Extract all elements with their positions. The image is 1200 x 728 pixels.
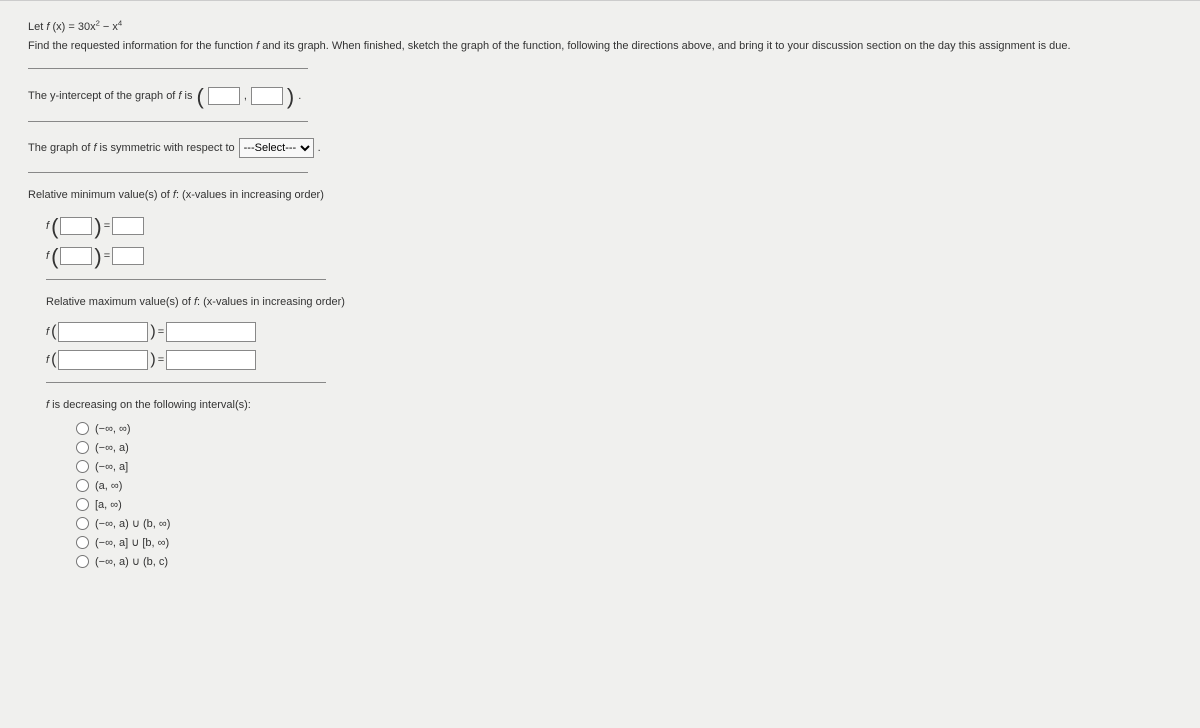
radio-input[interactable] <box>76 460 89 473</box>
text: = <box>104 220 110 232</box>
radio-input[interactable] <box>76 498 89 511</box>
interval-option-4[interactable]: (a, ∞) <box>76 476 1172 495</box>
decreasing-label: f is decreasing on the following interva… <box>46 399 1172 411</box>
radio-input[interactable] <box>76 517 89 530</box>
close-paren: ) <box>150 324 155 340</box>
text: Find the requested information for the f… <box>28 40 256 52</box>
open-paren: ( <box>196 86 203 108</box>
radio-input[interactable] <box>76 422 89 435</box>
text: − x <box>100 21 118 33</box>
text: . <box>298 90 301 102</box>
radio-label: (−∞, a) ∪ (b, c) <box>95 555 168 568</box>
rel-min-section: Relative minimum value(s) of f : (x-value… <box>28 189 1172 267</box>
instructions: Find the requested information for the f… <box>28 39 1172 54</box>
text: f <box>46 220 49 232</box>
radio-label: (−∞, a] ∪ [b, ∞) <box>95 536 169 549</box>
y-intercept-y-input[interactable] <box>251 87 283 105</box>
close-paren: ) <box>94 246 101 268</box>
text: = <box>158 354 164 366</box>
rel-max-inputs: f ( ) = f ( ) = <box>46 322 1172 370</box>
text: Relative minimum value(s) of <box>28 189 173 201</box>
text: is symmetric with respect to <box>97 142 235 154</box>
interval-radio-list: (−∞, ∞) (−∞, a) (−∞, a] (a, ∞) [a, ∞) (−… <box>46 419 1172 571</box>
interval-option-3[interactable]: (−∞, a] <box>76 457 1172 476</box>
relmax-1-x-input[interactable] <box>58 322 148 342</box>
close-paren: ) <box>94 216 101 238</box>
text: . <box>318 142 321 154</box>
interval-option-1[interactable]: (−∞, ∞) <box>76 419 1172 438</box>
text: The y-intercept of the graph of <box>28 90 178 102</box>
text: The graph of <box>28 142 93 154</box>
text: f <box>46 326 49 338</box>
radio-input[interactable] <box>76 555 89 568</box>
interval-option-6[interactable]: (−∞, a) ∪ (b, ∞) <box>76 514 1172 533</box>
text: = <box>104 250 110 262</box>
text: is decreasing on the following interval(… <box>49 399 251 411</box>
function-definition: Let f (x) = 30x2 − x4 <box>28 21 1172 33</box>
radio-input[interactable] <box>76 441 89 454</box>
y-intercept-label: The y-intercept of the graph of f is <box>28 90 192 102</box>
y-intercept-x-input[interactable] <box>208 87 240 105</box>
interval-option-7[interactable]: (−∞, a] ∪ [b, ∞) <box>76 533 1172 552</box>
divider <box>28 121 308 122</box>
relmax-1-val-input[interactable] <box>166 322 256 342</box>
interval-option-5[interactable]: [a, ∞) <box>76 495 1172 514</box>
interval-option-2[interactable]: (−∞, a) <box>76 438 1172 457</box>
y-intercept-row: The y-intercept of the graph of f is ( ,… <box>28 85 1172 107</box>
open-paren: ( <box>51 246 58 268</box>
symmetry-select[interactable]: ---Select--- <box>239 138 314 158</box>
rel-min-label: Relative minimum value(s) of f: (x-value… <box>28 189 1172 201</box>
text: Relative maximum value(s) of <box>46 296 194 308</box>
close-paren: ) <box>287 86 294 108</box>
text: and its graph. When finished, sketch the… <box>259 40 1070 52</box>
radio-label: (a, ∞) <box>95 480 122 492</box>
radio-label: (−∞, ∞) <box>95 423 131 435</box>
rel-max-2: f ( ) = <box>46 350 1172 370</box>
text: : (x-values in increasing order) <box>197 296 345 308</box>
text: = <box>158 326 164 338</box>
problem-page: Let f (x) = 30x2 − x4 Find the requested… <box>0 0 1200 728</box>
symmetry-row: The graph of f is symmetric with respect… <box>28 138 1172 158</box>
rel-min-2: f ( ) = <box>46 245 1172 267</box>
radio-label: (−∞, a) <box>95 442 129 454</box>
relmin-2-val-input[interactable] <box>112 247 144 265</box>
text: (x) = 30x <box>52 21 95 33</box>
rel-min-inputs: f ( ) = f ( ) = <box>28 215 1172 267</box>
relmax-2-x-input[interactable] <box>58 350 148 370</box>
open-paren: ( <box>51 352 56 368</box>
relmin-1-x-input[interactable] <box>60 217 92 235</box>
open-paren: ( <box>51 324 56 340</box>
rel-max-section: Relative maximum value(s) of f : (x-value… <box>28 296 1172 370</box>
close-paren: ) <box>150 352 155 368</box>
relmin-1-val-input[interactable] <box>112 217 144 235</box>
rel-min-1: f ( ) = <box>46 215 1172 237</box>
rel-max-1: f ( ) = <box>46 322 1172 342</box>
interval-option-8[interactable]: (−∞, a) ∪ (b, c) <box>76 552 1172 571</box>
radio-label: [a, ∞) <box>95 499 122 511</box>
rel-max-label: Relative maximum value(s) of f: (x-value… <box>46 296 1172 308</box>
text: 4 <box>118 18 122 27</box>
text: f <box>46 354 49 366</box>
radio-input[interactable] <box>76 479 89 492</box>
relmin-2-x-input[interactable] <box>60 247 92 265</box>
text: , <box>244 90 247 102</box>
open-paren: ( <box>51 216 58 238</box>
radio-label: (−∞, a) ∪ (b, ∞) <box>95 517 170 530</box>
relmax-2-val-input[interactable] <box>166 350 256 370</box>
text: Let <box>28 21 46 33</box>
radio-input[interactable] <box>76 536 89 549</box>
divider <box>46 279 326 280</box>
decreasing-section: f is decreasing on the following interva… <box>28 399 1172 571</box>
divider <box>46 382 326 383</box>
radio-label: (−∞, a] <box>95 461 128 473</box>
symmetry-label: The graph of f is symmetric with respect… <box>28 142 235 154</box>
text: is <box>181 90 192 102</box>
text: : (x-values in increasing order) <box>176 189 324 201</box>
divider <box>28 68 308 69</box>
divider <box>28 172 308 173</box>
text: f <box>46 250 49 262</box>
